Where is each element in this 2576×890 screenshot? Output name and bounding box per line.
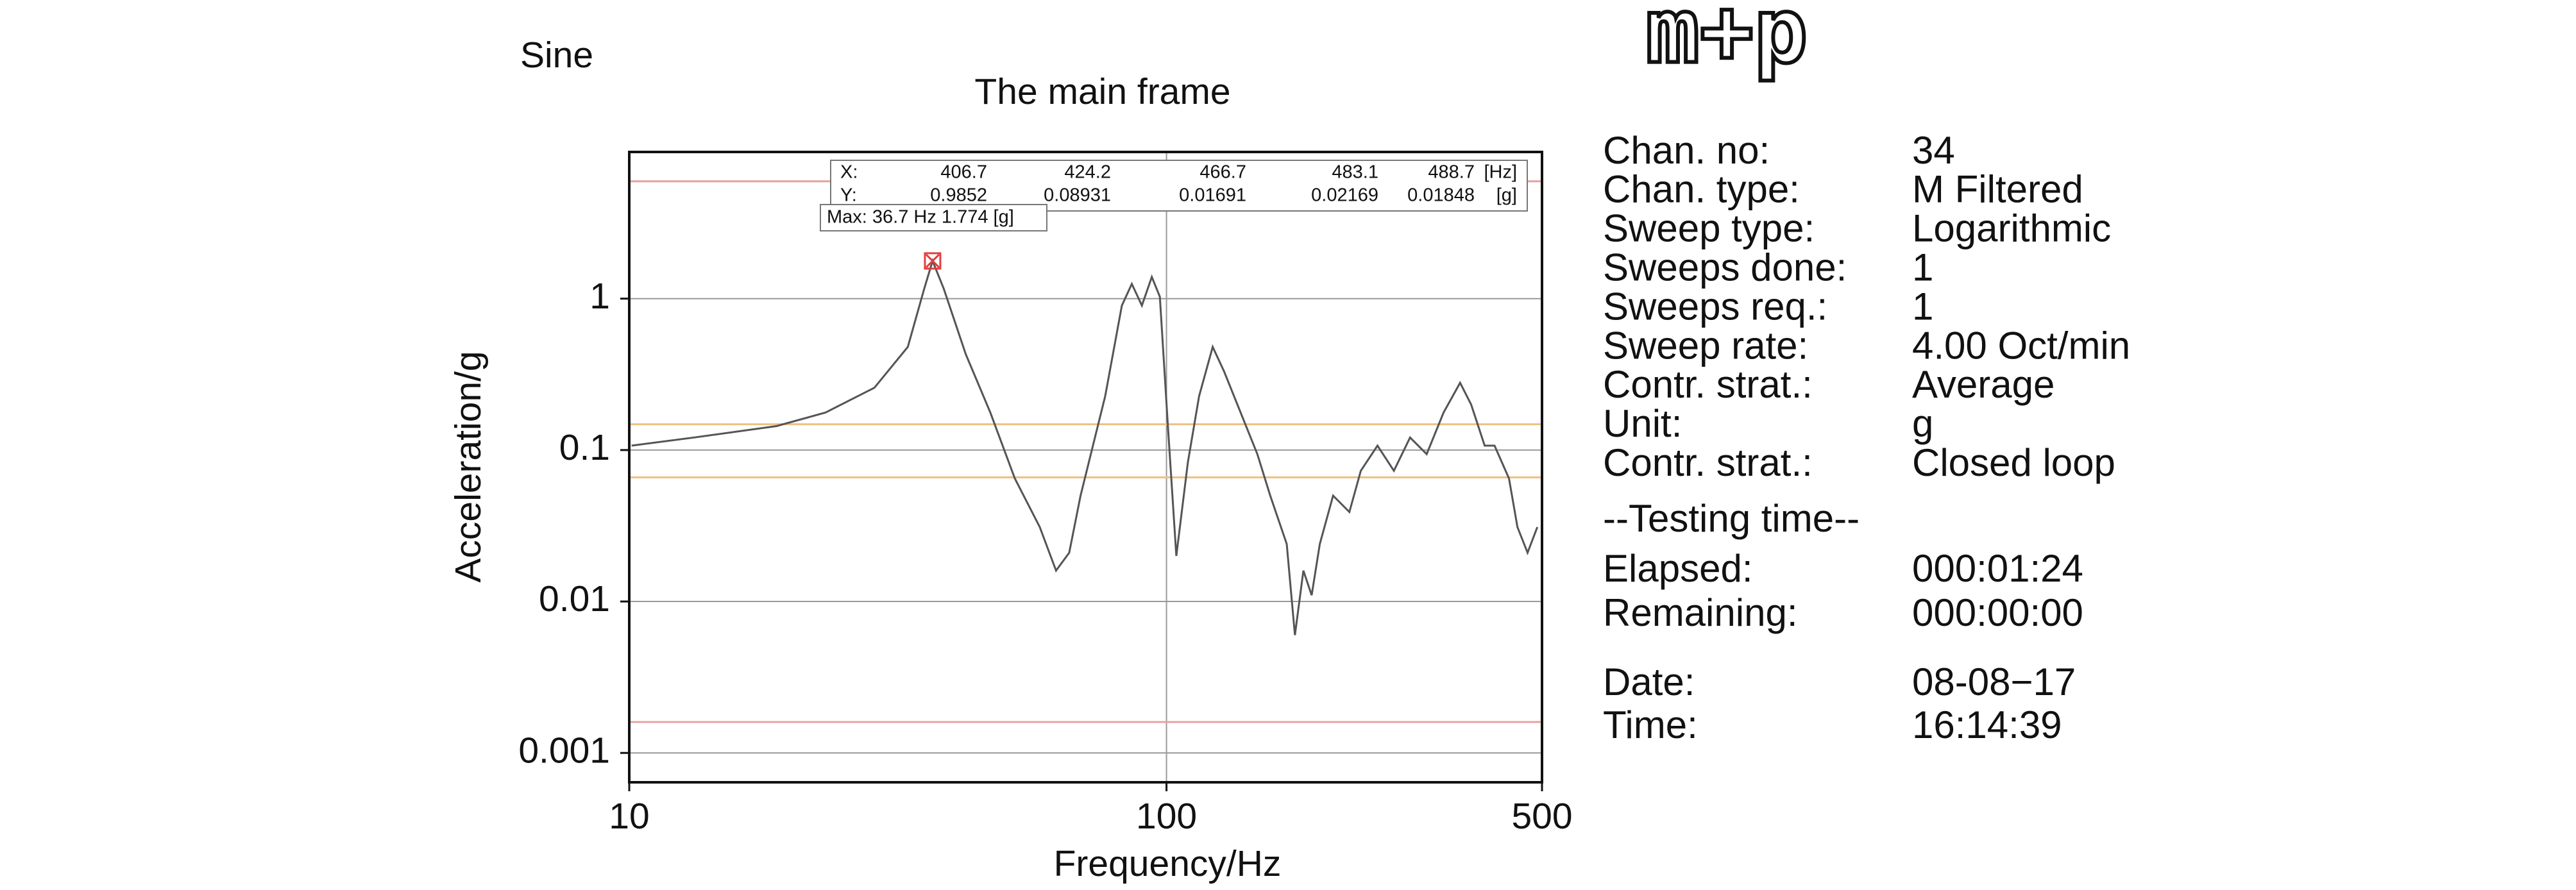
cursor-row-label: Y: <box>840 185 857 206</box>
info-label: Contr. strat.: <box>1603 441 1813 484</box>
info-value: 08-08−17 <box>1912 660 2076 703</box>
plot: 0.001 0.01 0.1 1 10 100 500 X: 406.7 424.2 466.7 48… <box>518 151 1573 837</box>
info-label: Elapsed: <box>1603 547 1753 590</box>
logo: m+p <box>1646 0 1808 84</box>
cursor-value: 0.01691 <box>1179 185 1246 206</box>
info-label: Time: <box>1603 703 1698 746</box>
y-tick-label: 0.1 <box>559 427 610 468</box>
info-value: 000:01:24 <box>1912 547 2083 590</box>
x-axis-label: Frequency/Hz <box>1054 843 1282 884</box>
info-label: Chan. type: <box>1603 168 1800 211</box>
info-panel: Chan. no: 34 Chan. type: M Filtered Sweep ty… <box>1603 129 2130 746</box>
cursor-value: 0.01848 <box>1407 185 1475 206</box>
info-value: 34 <box>1912 129 1955 172</box>
info-label: Contr. strat.: <box>1603 363 1813 406</box>
info-value: Closed loop <box>1912 441 2115 484</box>
x-tick-label: 10 <box>609 796 649 837</box>
info-value: M Filtered <box>1912 168 2083 211</box>
cursor-value: 488.7 <box>1428 162 1475 183</box>
info-value: 1 <box>1912 246 1933 289</box>
info-value: Logarithmic <box>1912 207 2111 250</box>
cursor-value: 424.2 <box>1064 162 1111 183</box>
cursor-unit: [Hz] <box>1484 162 1517 183</box>
x-tick-label: 100 <box>1136 796 1197 837</box>
max-marker-cross <box>925 253 940 268</box>
y-tick-label: 0.001 <box>518 730 610 771</box>
y-axis-label: Acceleration/g <box>448 351 489 582</box>
cursor-value: 483.1 <box>1332 162 1378 183</box>
info-label: Chan. no: <box>1603 129 1770 172</box>
cursor-value: 0.02169 <box>1311 185 1378 206</box>
max-marker <box>924 252 942 270</box>
info-label: Date: <box>1603 660 1695 703</box>
max-label: Max: 36.7 Hz 1.774 [g] <box>827 207 1014 228</box>
info-value: 4.00 Oct/min <box>1912 324 2130 367</box>
x-tick-label: 500 <box>1511 796 1572 837</box>
corner-label: Sine <box>520 35 593 76</box>
plot-frame <box>628 151 1543 784</box>
info-value: 1 <box>1912 285 1933 328</box>
y-tick-label: 0.01 <box>539 578 610 619</box>
info-value: g <box>1912 402 1933 445</box>
cursor-row-label: X: <box>840 162 858 183</box>
info-label: Unit: <box>1603 402 1682 445</box>
cursor-unit: [g] <box>1496 185 1517 206</box>
cursor-value: 466.7 <box>1199 162 1246 183</box>
data-line <box>631 258 1539 635</box>
chart-title: The main frame <box>974 71 1230 112</box>
info-label: Sweeps req.: <box>1603 285 1827 328</box>
info-value: 000:00:00 <box>1912 591 2083 634</box>
section-heading: --Testing time-- <box>1603 497 1860 540</box>
info-label: Sweeps done: <box>1603 246 1847 289</box>
cursor-box <box>830 160 1528 212</box>
info-label: Remaining: <box>1603 591 1798 634</box>
info-label: Sweep rate: <box>1603 324 1808 367</box>
cursor-value: 406.7 <box>940 162 987 183</box>
info-label: Sweep type: <box>1603 207 1815 250</box>
cursor-value: 0.08931 <box>1044 185 1111 206</box>
info-value: Average <box>1912 363 2055 406</box>
max-box <box>820 204 1047 231</box>
cursor-value: 0.9852 <box>930 185 987 206</box>
y-tick-label: 1 <box>589 276 610 317</box>
info-value: 16:14:39 <box>1912 703 2062 746</box>
